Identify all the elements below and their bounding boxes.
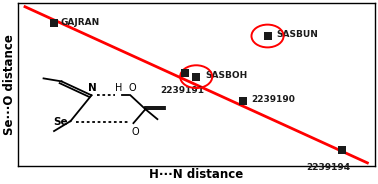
Text: 2239190: 2239190 xyxy=(251,95,295,104)
Text: SASBOH: SASBOH xyxy=(205,70,247,79)
Text: SASBUN: SASBUN xyxy=(276,30,318,39)
Text: 2239194: 2239194 xyxy=(306,163,350,172)
Text: GAJRAN: GAJRAN xyxy=(60,19,100,27)
Y-axis label: Se···O distance: Se···O distance xyxy=(3,34,17,135)
X-axis label: H···N distance: H···N distance xyxy=(149,167,243,181)
Text: 2239191: 2239191 xyxy=(160,86,204,95)
